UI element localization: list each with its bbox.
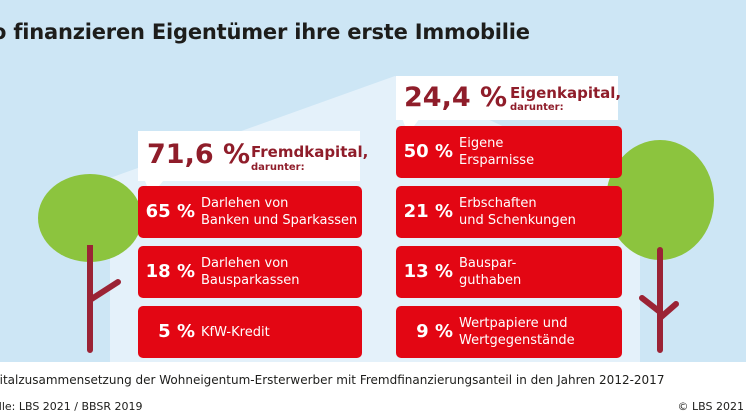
row-label-line-2: Bausparkassen: [201, 273, 300, 288]
row-label: Darlehen von Banken und Sparkassen: [201, 186, 357, 238]
right-tree: [606, 140, 714, 353]
eigenkapital-label: Eigenkapital,: [510, 84, 622, 102]
row-label-line-1: Erbschaften: [459, 196, 537, 211]
row-label-line-1: KfW-Kredit: [201, 324, 270, 340]
left-tree: [38, 174, 142, 353]
row-percentage: 50 %: [403, 141, 453, 162]
row-label: Darlehen von Bausparkassen: [201, 246, 300, 298]
breakdown-row: 9 % Wertpapiere und Wertgegenstände: [396, 306, 622, 358]
fremdkapital-value: 71,6 %: [147, 139, 251, 170]
fremdkapital-label: Fremdkapital,: [251, 143, 369, 161]
breakdown-row: 65 % Darlehen von Banken und Sparkassen: [138, 186, 362, 238]
row-label-line-2: und Schenkungen: [459, 213, 576, 228]
title-bar: o finanzieren Eigentümer ihre erste Immo…: [0, 0, 746, 66]
row-percentage: 21 %: [403, 201, 453, 222]
footer-description: pitalzusammensetzung der Wohneigentum-Er…: [0, 373, 665, 387]
breakdown-row: 18 % Darlehen von Bausparkassen: [138, 246, 362, 298]
row-label-line-1: Bauspar-: [459, 256, 517, 271]
fremdkapital-card: 71,6 % Fremdkapital, darunter:: [138, 131, 368, 181]
right-tree-crown: [606, 140, 714, 260]
row-label: Wertpapiere und Wertgegenstände: [459, 306, 575, 358]
footer-source: elle: LBS 2021 / BBSR 2019: [0, 400, 143, 413]
row-label-line-2: Banken und Sparkassen: [201, 213, 358, 228]
row-label-line-1: Eigene: [459, 136, 504, 151]
row-label: Bauspar-guthaben: [459, 246, 521, 298]
row-label-line-2: guthaben: [459, 273, 522, 288]
eigenkapital-card: 24,4 % Eigenkapital, darunter:: [396, 76, 622, 120]
row-label-line-2: Ersparnisse: [459, 153, 535, 168]
row-percentage: 13 %: [403, 261, 453, 282]
row-percentage: 65 %: [145, 201, 195, 222]
row-label: Eigene Ersparnisse: [459, 126, 534, 178]
row-label-line-1: Darlehen von: [201, 256, 289, 271]
breakdown-row: 21 % Erbschaften und Schenkungen: [396, 186, 622, 238]
breakdown-row: 13 % Bauspar-guthaben: [396, 246, 622, 298]
row-label: Erbschaften und Schenkungen: [459, 186, 576, 238]
left-tree-crown: [38, 174, 142, 262]
right-tree-trunk: [639, 247, 679, 353]
breakdown-row: 5 % KfW-Kredit: [138, 306, 362, 358]
fremdkapital-sublabel: darunter:: [251, 162, 305, 173]
row-label-line-1: Wertpapiere und: [459, 316, 568, 331]
row-percentage: 18 %: [145, 261, 195, 282]
row-label-line-2: Wertgegenstände: [459, 333, 575, 348]
row-percentage: 9 %: [416, 321, 453, 342]
eigenkapital-sublabel: darunter:: [510, 102, 564, 113]
eigenkapital-value: 24,4 %: [404, 82, 508, 113]
breakdown-row: 50 % Eigene Ersparnisse: [396, 126, 622, 178]
row-percentage: 5 %: [158, 321, 195, 342]
row-label-line-1: Darlehen von: [201, 196, 289, 211]
page-title: o finanzieren Eigentümer ihre erste Immo…: [0, 20, 530, 44]
row-label: KfW-Kredit: [201, 306, 270, 358]
footer-copyright: © LBS 2021: [677, 400, 744, 413]
footer: pitalzusammensetzung der Wohneigentum-Er…: [0, 362, 746, 419]
